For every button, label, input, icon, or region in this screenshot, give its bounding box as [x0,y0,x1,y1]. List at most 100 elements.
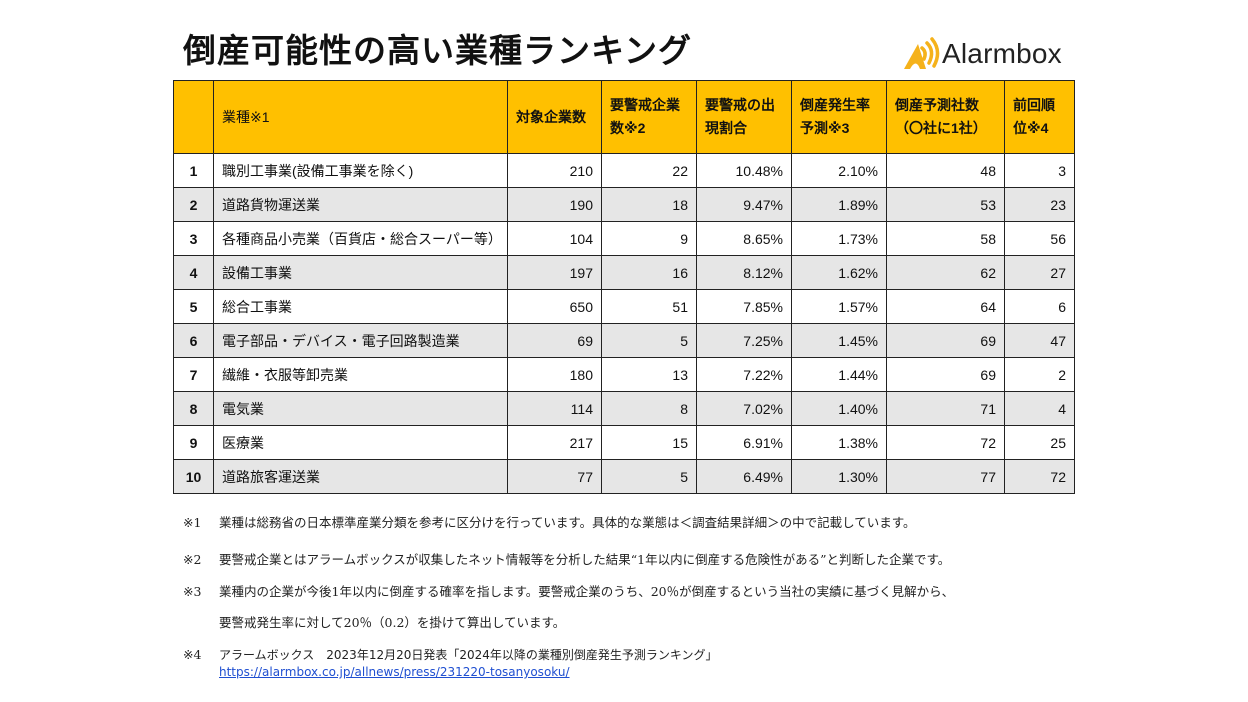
previous-rank-cell: 72 [1004,459,1075,494]
previous-rank-cell: 6 [1004,289,1075,324]
predicted-count-cell: 69 [886,323,1005,358]
table-row: 9 医療業 217 15 6.91% 1.38% 72 25 [173,425,1075,460]
industry-cell: 道路旅客運送業 [213,459,508,494]
previous-rank-cell: 4 [1004,391,1075,426]
warning-ratio-cell: 10.48% [696,153,792,188]
predicted-count-cell: 58 [886,221,1005,256]
brand-logo: Alarmbox [900,36,1062,72]
previous-rank-cell: 47 [1004,323,1075,358]
table-row: 6 電子部品・デバイス・電子回路製造業 69 5 7.25% 1.45% 69 47 [173,323,1075,358]
target-count-cell: 197 [507,255,602,290]
previous-rank-cell: 25 [1004,425,1075,460]
warning-count-cell: 5 [601,459,697,494]
target-count-cell: 210 [507,153,602,188]
rank-cell: 2 [173,187,214,222]
predicted-count-cell: 62 [886,255,1005,290]
predicted-count-cell: 53 [886,187,1005,222]
industry-cell: 電気業 [213,391,508,426]
warning-count-cell: 8 [601,391,697,426]
ranking-table: 業種※1 対象企業数 要警戒企業数※2 要警戒の出現割合 倒産発生率予測※3 倒… [173,80,1075,494]
warning-count-cell: 13 [601,357,697,392]
header-warning-count: 要警戒企業数※2 [601,80,697,154]
warning-count-cell: 51 [601,289,697,324]
footnote-text: 要警戒発生率に対して20％（0.2）を掛けて算出しています。 [219,615,566,630]
table-row: 2 道路貨物運送業 190 18 9.47% 1.89% 53 23 [173,187,1075,222]
warning-ratio-cell: 7.25% [696,323,792,358]
target-count-cell: 77 [507,459,602,494]
footnote-text: 要警戒企業とはアラームボックスが収集したネット情報等を分析した結果“1年以内に倒… [219,552,951,567]
bankruptcy-rate-cell: 1.73% [791,221,887,256]
header-previous-rank: 前回順位※4 [1004,80,1075,154]
bankruptcy-rate-cell: 1.40% [791,391,887,426]
target-count-cell: 650 [507,289,602,324]
bankruptcy-rate-cell: 1.38% [791,425,887,460]
warning-count-cell: 15 [601,425,697,460]
bankruptcy-rate-cell: 1.44% [791,357,887,392]
industry-cell: 設備工事業 [213,255,508,290]
industry-cell: 職別工事業(設備工事業を除く) [213,153,508,188]
footnote-2: ※2 要警戒企業とはアラームボックスが収集したネット情報等を分析した結果“1年以… [183,551,950,569]
target-count-cell: 69 [507,323,602,358]
warning-count-cell: 16 [601,255,697,290]
rank-cell: 7 [173,357,214,392]
industry-cell: 繊維・衣服等卸売業 [213,357,508,392]
source-link[interactable]: https://alarmbox.co.jp/allnews/press/231… [219,665,570,679]
bankruptcy-rate-cell: 1.30% [791,459,887,494]
warning-ratio-cell: 6.91% [696,425,792,460]
warning-ratio-cell: 8.65% [696,221,792,256]
table-row: 3 各種商品小売業（百貨店・総合スーパー等） 104 9 8.65% 1.73% 58 56 [173,221,1075,256]
bankruptcy-rate-cell: 2.10% [791,153,887,188]
industry-cell: 道路貨物運送業 [213,187,508,222]
footnote-text: 業種内の企業が今後1年以内に倒産する確率を指します。要警戒企業のうち、20％が倒… [219,584,955,599]
table-row: 8 電気業 114 8 7.02% 1.40% 71 4 [173,391,1075,426]
target-count-cell: 104 [507,221,602,256]
predicted-count-cell: 64 [886,289,1005,324]
rank-cell: 5 [173,289,214,324]
footnote-mark: ※3 [183,584,202,599]
header-rank [173,80,214,154]
predicted-count-cell: 71 [886,391,1005,426]
target-count-cell: 217 [507,425,602,460]
warning-count-cell: 22 [601,153,697,188]
rank-cell: 4 [173,255,214,290]
warning-ratio-cell: 8.12% [696,255,792,290]
bankruptcy-rate-cell: 1.89% [791,187,887,222]
target-count-cell: 114 [507,391,602,426]
table-row: 7 繊維・衣服等卸売業 180 13 7.22% 1.44% 69 2 [173,357,1075,392]
header-bankruptcy-rate: 倒産発生率予測※3 [791,80,887,154]
warning-ratio-cell: 7.02% [696,391,792,426]
table-header-row: 業種※1 対象企業数 要警戒企業数※2 要警戒の出現割合 倒産発生率予測※3 倒… [173,80,1075,154]
rank-cell: 6 [173,323,214,358]
predicted-count-cell: 72 [886,425,1005,460]
bankruptcy-rate-cell: 1.45% [791,323,887,358]
footnote-3-continued: 要警戒発生率に対して20％（0.2）を掛けて算出しています。 [219,614,565,632]
bankruptcy-rate-cell: 1.62% [791,255,887,290]
previous-rank-cell: 3 [1004,153,1075,188]
table-row: 4 設備工事業 197 16 8.12% 1.62% 62 27 [173,255,1075,290]
footnote-3: ※3 業種内の企業が今後1年以内に倒産する確率を指します。要警戒企業のうち、20… [183,583,954,601]
predicted-count-cell: 77 [886,459,1005,494]
page-title: 倒産可能性の高い業種ランキング [183,31,693,70]
footnote-mark: ※2 [183,552,202,567]
industry-cell: 電子部品・デバイス・電子回路製造業 [213,323,508,358]
header-target-count: 対象企業数 [507,80,602,154]
rank-cell: 8 [173,391,214,426]
rank-cell: 3 [173,221,214,256]
industry-cell: 各種商品小売業（百貨店・総合スーパー等） [213,221,508,256]
warning-count-cell: 9 [601,221,697,256]
industry-cell: 総合工事業 [213,289,508,324]
rank-cell: 1 [173,153,214,188]
previous-rank-cell: 27 [1004,255,1075,290]
industry-cell: 医療業 [213,425,508,460]
predicted-count-cell: 48 [886,153,1005,188]
table-row: 10 道路旅客運送業 77 5 6.49% 1.30% 77 72 [173,459,1075,494]
header-predicted-count: 倒産予測社数（〇社に1社） [886,80,1005,154]
table-row: 5 総合工事業 650 51 7.85% 1.57% 64 6 [173,289,1075,324]
footnote-4-link-row: https://alarmbox.co.jp/allnews/press/231… [219,663,570,681]
warning-ratio-cell: 9.47% [696,187,792,222]
footnote-text: アラームボックス 2023年12月20日発表「2024年以降の業種別倒産発生予測… [219,648,718,662]
previous-rank-cell: 56 [1004,221,1075,256]
rank-cell: 9 [173,425,214,460]
previous-rank-cell: 2 [1004,357,1075,392]
footnote-mark: ※4 [183,647,202,662]
